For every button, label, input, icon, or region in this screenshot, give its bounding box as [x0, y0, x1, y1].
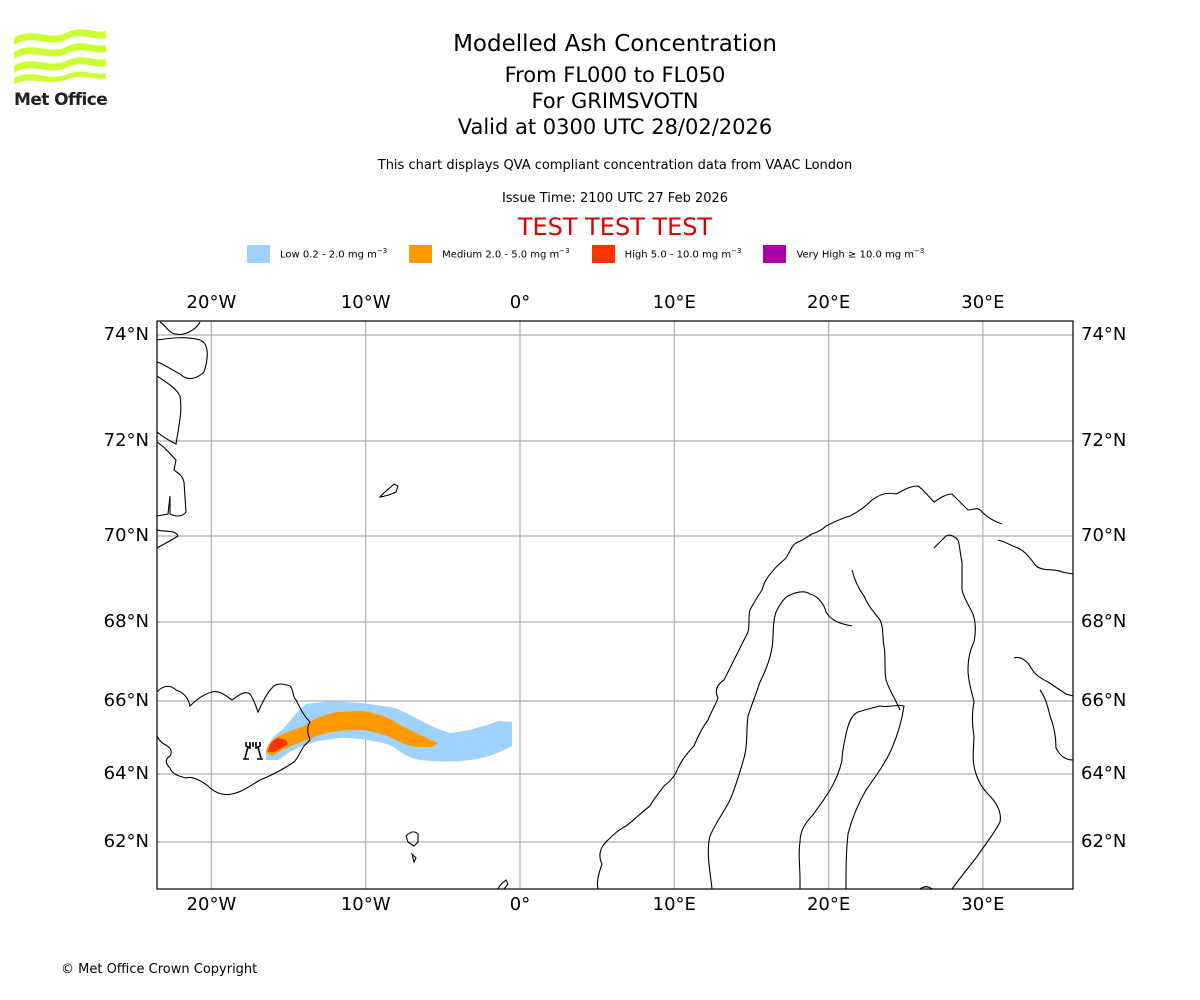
logo-text: Met Office: [14, 90, 108, 110]
coast-norway: [596, 485, 1003, 889]
legend-label-high: High 5.0 - 10.0 mg m−3: [624, 247, 742, 261]
border-finland-russia: [933, 534, 1001, 889]
chart-description: This chart displays QVA compliant concen…: [377, 158, 853, 173]
legend-swatch-medium: [409, 245, 433, 263]
copyright: © Met Office Crown Copyright: [61, 962, 258, 977]
coast-faroes: [405, 831, 419, 864]
coast-iceland: [157, 683, 311, 796]
flight-level-range: From FL000 to FL050: [504, 63, 726, 87]
lat-tick-label-left: 64°N: [103, 763, 149, 784]
coast-jan-mayen: [378, 483, 399, 498]
lat-tick-label-right: 70°N: [1081, 525, 1127, 546]
lon-tick-label-bottom: 0°: [509, 894, 531, 915]
lon-tick-label-top: 10°W: [340, 292, 391, 313]
valid-time: Valid at 0300 UTC 28/02/2026: [457, 115, 773, 139]
lon-tick-label-top: 20°E: [806, 292, 851, 313]
legend-label-low: Low 0.2 - 2.0 mg m−3: [280, 247, 388, 261]
lat-tick-label-left: 62°N: [103, 831, 149, 852]
legend: Low 0.2 - 2.0 mg m−3 Medium 2.0 - 5.0 mg…: [247, 244, 946, 264]
lat-tick-label-right: 68°N: [1081, 611, 1127, 632]
lon-tick-label-bottom: 10°E: [652, 894, 696, 915]
legend-swatch-very-high: [763, 245, 787, 263]
ash-plume: [265, 701, 512, 762]
lon-tick-label-top: 20°W: [186, 292, 237, 313]
lon-tick-label-top: 10°E: [652, 292, 696, 313]
lon-tick-label-top: 0°: [509, 292, 531, 313]
volcano-icon: [243, 742, 263, 760]
volcano-name: For GRIMSVOTN: [531, 89, 699, 113]
legend-swatch-low: [247, 245, 270, 263]
legend-item-medium: Medium 2.0 - 5.0 mg m−3: [409, 245, 570, 263]
coast-lake: [919, 886, 933, 889]
lon-tick-label-bottom: 20°E: [806, 894, 851, 915]
plume-medium: [266, 711, 438, 756]
lat-tick-label-left: 70°N: [103, 525, 149, 546]
lat-tick-label-right: 74°N: [1081, 324, 1127, 345]
lon-tick-label-bottom: 10°W: [340, 894, 391, 915]
lat-tick-label-left: 72°N: [103, 430, 149, 451]
coast-gulf-of-bothnia: [707, 591, 853, 889]
lon-tick-label-bottom: 30°E: [961, 894, 1005, 915]
legend-item-high: High 5.0 - 10.0 mg m−3: [591, 245, 742, 263]
lon-tick-label-bottom: 20°W: [186, 894, 237, 915]
lat-tick-label-right: 72°N: [1081, 430, 1127, 451]
met-office-waves-icon: [14, 29, 106, 84]
chart-header: Modelled Ash Concentration From FL000 to…: [0, 30, 1200, 140]
map-background: [157, 321, 1073, 889]
map-frame: [156, 320, 1074, 890]
issue-time: Issue Time: 2100 UTC 27 Feb 2026: [501, 191, 729, 206]
legend-item-very-high: Very High ≥ 10.0 mg m−3: [763, 245, 924, 263]
gridlines: [157, 321, 1073, 889]
lat-tick-label-right: 62°N: [1081, 831, 1127, 852]
lon-tick-label-top: 30°E: [961, 292, 1005, 313]
legend-label-medium: Medium 2.0 - 5.0 mg m−3: [442, 247, 570, 261]
lat-tick-label-left: 74°N: [103, 324, 149, 345]
border-norway-sweden: [851, 569, 901, 711]
coast-finland-west: [798, 704, 905, 889]
legend-swatch-high: [591, 245, 615, 263]
legend-item-low: Low 0.2 - 2.0 mg m−3: [247, 245, 387, 263]
lat-tick-label-left: 68°N: [103, 611, 149, 632]
coast-greenland: [157, 321, 208, 549]
coastlines: [157, 321, 1073, 889]
coast-shetland: [497, 879, 509, 889]
coast-kola: [997, 539, 1073, 575]
test-banner: TEST TEST TEST: [517, 213, 713, 241]
legend-label-very-high: Very High ≥ 10.0 mg m−3: [796, 247, 925, 261]
lat-tick-label-left: 66°N: [103, 690, 149, 711]
plume-high: [268, 738, 288, 752]
coast-white-sea: [1013, 656, 1073, 761]
lat-tick-label-right: 66°N: [1081, 690, 1127, 711]
chart-title: Modelled Ash Concentration: [453, 31, 777, 57]
lat-tick-label-right: 64°N: [1081, 763, 1127, 784]
met-office-logo: Met Office: [12, 28, 108, 114]
